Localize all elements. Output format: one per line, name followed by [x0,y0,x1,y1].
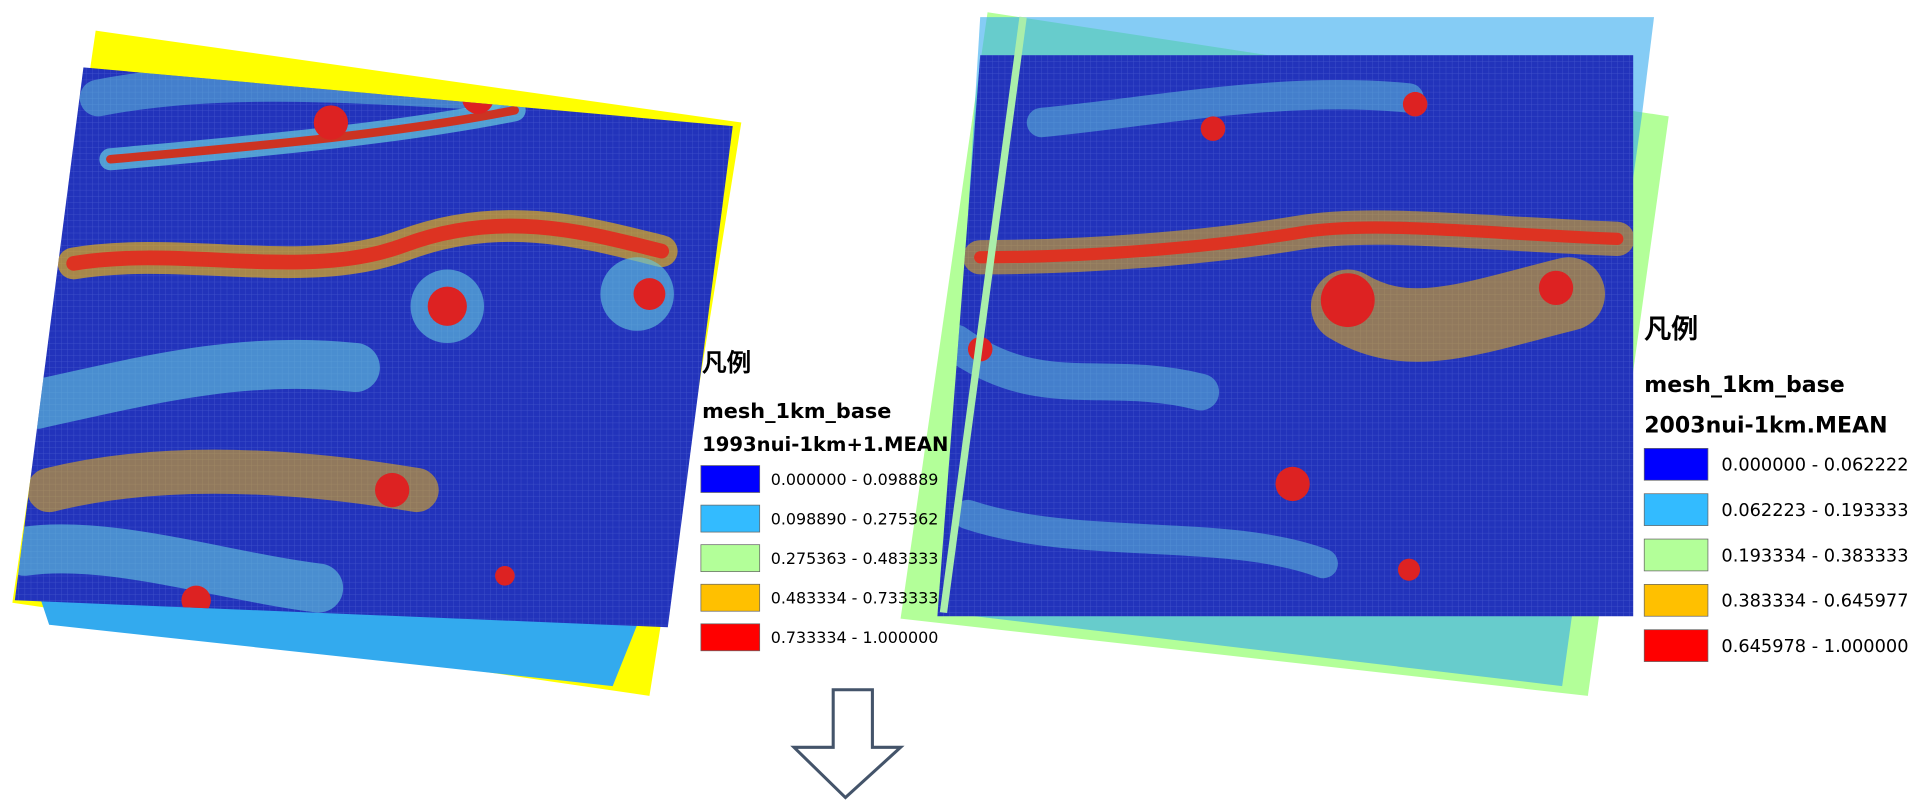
legend-label: 0.193334 - 0.383333 [1721,546,1908,566]
legend-swatch [701,505,760,532]
legend-layer: mesh_1km_base [1644,373,1844,398]
map-2003 [901,12,1669,696]
map-1993 [12,31,741,696]
legend-label: 0.000000 - 0.062222 [1721,456,1908,476]
legend-heading: 凡例 [702,348,751,377]
legend-label: 0.383334 - 0.645977 [1721,592,1908,612]
legend-label: 0.733334 - 1.000000 [771,628,939,647]
legend-field: 1993nui-1km+1.MEAN [702,433,948,456]
legend-layer: mesh_1km_base [702,399,891,423]
legend-swatch [1644,448,1708,480]
down-arrow [794,690,901,798]
legend-swatch [701,624,760,651]
legend-heading: 凡例 [1644,314,1698,345]
legend-swatch [701,545,760,572]
legend-swatch [1644,494,1708,526]
legend-label: 0.000000 - 0.098889 [771,470,939,489]
legend-swatch [701,584,760,611]
page: 凡例 mesh_1km_base 1993nui-1km+1.MEAN 0.00… [0,0,1920,800]
legend-field: 2003nui-1km.MEAN [1644,413,1887,438]
legend-swatch [1644,539,1708,571]
legend-swatch [701,466,760,493]
legend-label: 0.275363 - 0.483333 [771,549,939,568]
legend-swatch [1644,584,1708,616]
legend-swatch [1644,630,1708,662]
legend-label: 0.483334 - 0.733333 [771,588,939,607]
legend-label: 0.062223 - 0.193333 [1721,501,1908,521]
legend: 凡例 mesh_1km_base 1993nui-1km+1.MEAN 0.00… [701,348,949,651]
legend-label: 0.645978 - 1.000000 [1721,637,1908,657]
map-comparison: 凡例 mesh_1km_base 1993nui-1km+1.MEAN 0.00… [0,0,1920,800]
legend-label: 0.098890 - 0.275362 [771,509,939,528]
legend: 凡例 mesh_1km_base 2003nui-1km.MEAN 0.0000… [1644,314,1908,661]
